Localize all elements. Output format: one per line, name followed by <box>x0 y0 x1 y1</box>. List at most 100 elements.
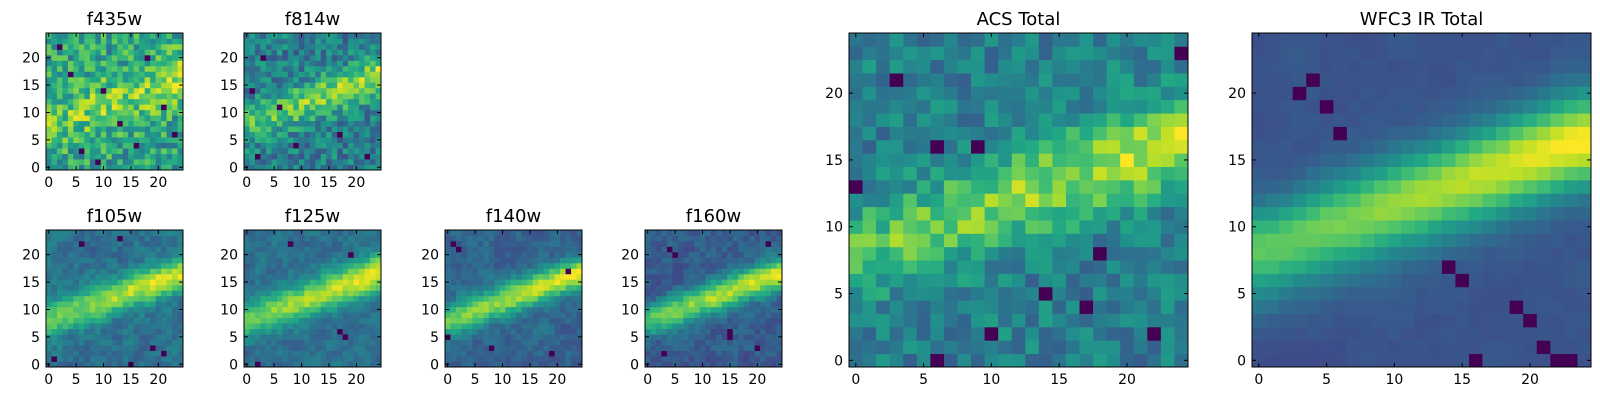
heatmap-cell <box>359 262 365 269</box>
heatmap-cell <box>1065 33 1080 47</box>
heatmap-cell <box>1160 300 1175 314</box>
heatmap-cell <box>282 317 289 324</box>
heatmap-cell <box>315 240 322 247</box>
heatmap-cell <box>916 220 931 234</box>
heatmap-cell <box>916 113 931 127</box>
heatmap-cell <box>732 240 739 247</box>
heatmap-cell <box>554 290 561 297</box>
heatmap-cell <box>694 246 701 253</box>
heatmap-cell <box>139 159 146 165</box>
heatmap-cell <box>304 339 311 346</box>
heatmap-cell <box>370 43 376 50</box>
heatmap-cell <box>930 139 945 154</box>
heatmap-cell <box>84 306 91 313</box>
heatmap-cell <box>172 312 178 319</box>
heatmap-cell <box>889 166 904 181</box>
heatmap-cell <box>106 126 113 133</box>
heatmap-cell <box>505 361 512 368</box>
heatmap-cell <box>139 350 146 357</box>
heatmap-cell <box>971 353 985 368</box>
heatmap-cell <box>998 326 1013 341</box>
heatmap-cell <box>943 246 958 261</box>
heatmap-cell <box>576 323 583 330</box>
heatmap-cell <box>337 361 344 368</box>
heatmap-cell <box>293 98 300 105</box>
heatmap-cell <box>666 317 673 324</box>
heatmap-cell <box>133 164 140 171</box>
heatmap-cell <box>359 109 365 116</box>
heatmap-cell <box>666 361 673 368</box>
heatmap-cell <box>100 345 107 351</box>
heatmap-cell <box>710 240 717 247</box>
heatmap-cell <box>111 317 118 324</box>
heatmap-cell <box>73 273 80 280</box>
heatmap-cell <box>450 273 457 280</box>
heatmap-cell <box>106 328 113 335</box>
heatmap-cell <box>155 115 162 122</box>
heatmap-cell <box>73 109 80 116</box>
heatmap-cell <box>1133 99 1148 114</box>
heatmap-cell <box>150 306 156 313</box>
heatmap-cell <box>455 251 462 258</box>
heatmap-cell <box>738 230 745 236</box>
heatmap-cell <box>930 246 945 261</box>
heatmap-cell <box>287 65 294 72</box>
y-tick-label: 15 <box>220 275 238 291</box>
heatmap-cell <box>461 323 468 330</box>
heatmap-cell <box>260 273 267 280</box>
heatmap-cell <box>73 115 80 122</box>
heatmap-cell <box>106 230 113 236</box>
heatmap-cell <box>370 323 376 330</box>
heatmap-cell <box>749 345 755 351</box>
heatmap-cell <box>364 251 371 258</box>
heatmap-cell <box>677 334 684 340</box>
heatmap-cell <box>56 328 63 335</box>
heatmap-cell <box>73 257 80 264</box>
heatmap-cell <box>139 257 146 264</box>
heatmap-cell <box>51 65 58 72</box>
heatmap-cell <box>276 93 283 100</box>
heatmap-cell <box>743 246 750 253</box>
heatmap-cell <box>320 49 327 56</box>
heatmap-cell <box>1414 166 1429 181</box>
heatmap-cell <box>161 164 167 171</box>
heatmap-cell <box>771 246 777 253</box>
heatmap-cell <box>315 328 322 335</box>
heatmap-cell <box>265 251 272 258</box>
heatmap-cell <box>111 164 118 171</box>
heatmap-cell <box>150 131 156 138</box>
heatmap-cell <box>293 137 300 143</box>
heatmap-cell <box>128 60 135 67</box>
heatmap-cell <box>353 295 360 302</box>
heatmap-cell <box>309 306 316 313</box>
heatmap-cell <box>527 301 534 308</box>
heatmap-cell <box>298 159 305 165</box>
heatmap-cell <box>749 284 755 291</box>
heatmap-cell <box>271 38 278 45</box>
heatmap-cell <box>122 273 129 280</box>
heatmap-cell <box>172 159 178 165</box>
heatmap-cell <box>1065 86 1080 101</box>
heatmap-cell <box>488 317 495 324</box>
heatmap-cell <box>172 71 178 78</box>
heatmap-cell <box>144 295 151 302</box>
heatmap-cell <box>139 312 146 319</box>
heatmap-cell <box>260 257 267 264</box>
heatmap-cell <box>560 262 566 269</box>
heatmap-cell <box>1052 59 1067 74</box>
heatmap-cell <box>177 246 184 253</box>
heatmap-cell <box>172 33 178 39</box>
heatmap-cell <box>331 54 338 61</box>
heatmap-cell <box>889 139 904 154</box>
heatmap-cell <box>133 93 140 100</box>
heatmap-cell <box>688 345 695 351</box>
heatmap-cell <box>721 334 728 340</box>
heatmap-cell <box>1133 260 1148 274</box>
heatmap-cell <box>89 126 96 133</box>
heatmap-cell <box>1292 260 1307 274</box>
heatmap-cell <box>450 306 457 313</box>
heatmap-cell <box>1093 220 1108 234</box>
heatmap-cell <box>849 99 863 114</box>
heatmap-cell <box>1455 220 1470 234</box>
